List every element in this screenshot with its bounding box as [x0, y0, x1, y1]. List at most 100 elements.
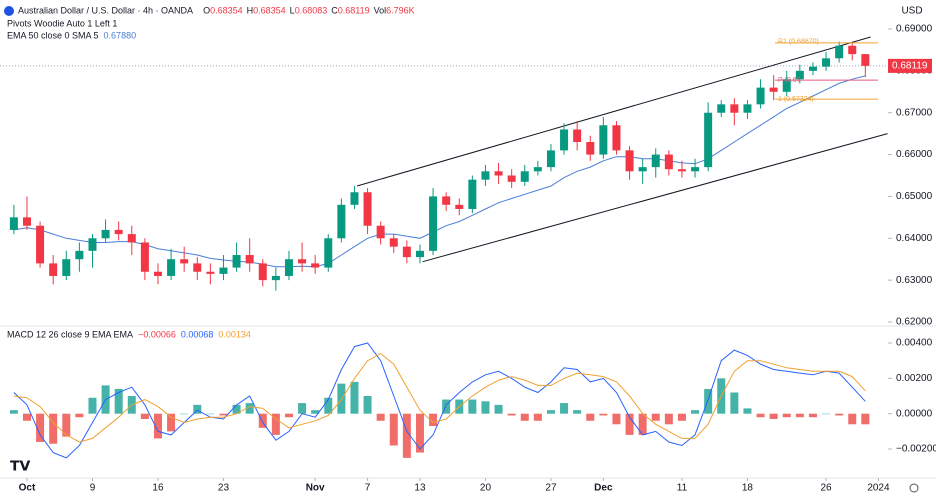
histogram-bar: [350, 381, 359, 414]
histogram-bar: [245, 403, 254, 414]
pivots-label: Pivots Woodie Auto 1 Left 1: [7, 18, 117, 28]
histogram-bar: [36, 413, 45, 442]
ohlc-key: L: [290, 5, 295, 15]
x-tick-label: 27: [545, 483, 557, 494]
candle-body: [691, 167, 700, 172]
histogram-bar: [494, 404, 503, 414]
x-tick-label: Dec: [594, 483, 613, 494]
x-tick-label: 26: [820, 483, 832, 494]
y-tick-label: 0.67000: [896, 107, 933, 118]
y-tick-label: 0.65000: [896, 191, 933, 202]
ema-line: [13, 75, 866, 268]
histogram-bar: [586, 413, 595, 421]
ohlc-value: 0.68354: [210, 5, 243, 15]
macd-value: 0.00134: [218, 329, 251, 339]
candle-body: [704, 112, 713, 168]
candle-body: [468, 179, 477, 209]
candle-body: [363, 192, 372, 226]
candle-body: [75, 250, 84, 260]
candle-body: [429, 196, 438, 251]
candle-body: [350, 192, 359, 205]
histogram-bar: [769, 413, 778, 419]
histogram-bar: [861, 413, 870, 425]
tv-logo: 𝗧𝗩: [10, 458, 31, 474]
candle-body: [36, 225, 45, 264]
candle-body: [9, 217, 18, 230]
ohlc-key: H: [247, 5, 254, 15]
candle-body: [822, 58, 831, 67]
candle-body: [612, 125, 621, 151]
candle-body: [625, 150, 634, 172]
candle-body: [62, 259, 71, 276]
histogram-bar: [822, 413, 831, 415]
histogram-bar: [62, 413, 71, 437]
ohlc-value: 0.68119: [338, 5, 370, 15]
histogram-bar: [75, 413, 84, 418]
pivot-label: P (0.67: [778, 77, 801, 84]
x-tick-label: 16: [152, 483, 164, 494]
histogram-bar: [795, 413, 804, 418]
x-tick-label: 18: [742, 483, 754, 494]
histogram-bar: [691, 410, 700, 414]
candle-body: [848, 45, 857, 55]
candle-body: [193, 263, 202, 272]
histogram-bar: [180, 413, 189, 415]
x-tick-label: 23: [218, 483, 230, 494]
candle-body: [271, 275, 280, 281]
y-tick-label: 0.66000: [896, 149, 933, 160]
x-tick-label: 7: [365, 483, 371, 494]
candle-body: [337, 204, 346, 239]
histogram-bar: [743, 408, 752, 414]
histogram-bar: [625, 413, 634, 435]
histogram-bar: [193, 404, 202, 414]
candle-body: [586, 142, 595, 155]
candle-body: [284, 259, 293, 276]
candle-body: [560, 129, 569, 151]
candle-body: [743, 104, 752, 113]
candle-body: [402, 246, 411, 258]
candle-body: [573, 129, 582, 143]
candle-body: [599, 125, 608, 155]
candle-body: [153, 271, 162, 276]
histogram-bar: [730, 392, 739, 414]
histogram-bar: [533, 413, 542, 421]
histogram-bar: [599, 413, 608, 416]
candle-body: [494, 171, 503, 176]
candle-body: [88, 238, 97, 251]
histogram-bar: [651, 413, 660, 421]
signal-line: [13, 353, 866, 443]
currency-label: USD: [901, 6, 922, 17]
histogram-bar: [638, 413, 647, 435]
x-tick-label: Nov: [306, 483, 325, 494]
histogram-bar: [402, 413, 411, 458]
ohlc-key: C: [331, 5, 338, 15]
candle-body: [140, 242, 149, 272]
histogram-bar: [704, 388, 713, 414]
histogram-bar: [782, 413, 791, 418]
candle-body: [389, 238, 398, 247]
ohlc-value: 0.68083: [295, 5, 328, 15]
candle-body: [442, 196, 451, 205]
trend-line: [356, 36, 871, 187]
histogram-bar: [756, 413, 765, 418]
trend-line: [422, 133, 888, 263]
histogram-bar: [22, 413, 31, 421]
candle-body: [664, 154, 673, 170]
candle-body: [677, 169, 686, 172]
candle-body: [127, 234, 136, 243]
ohlc-key: O: [203, 5, 210, 15]
settings-icon[interactable]: [909, 483, 919, 493]
histogram-bar: [258, 413, 267, 428]
macd-value: −0.00066: [138, 329, 176, 339]
candle-body: [376, 225, 385, 239]
x-tick-label: 20: [480, 483, 492, 494]
y-tick-label: 0.69000: [896, 24, 933, 35]
histogram-bar: [206, 413, 215, 415]
candle-body: [533, 167, 542, 172]
histogram-bar: [389, 413, 398, 446]
candle-body: [206, 271, 215, 274]
histogram-bar: [114, 388, 123, 414]
histogram-bar: [520, 413, 529, 421]
